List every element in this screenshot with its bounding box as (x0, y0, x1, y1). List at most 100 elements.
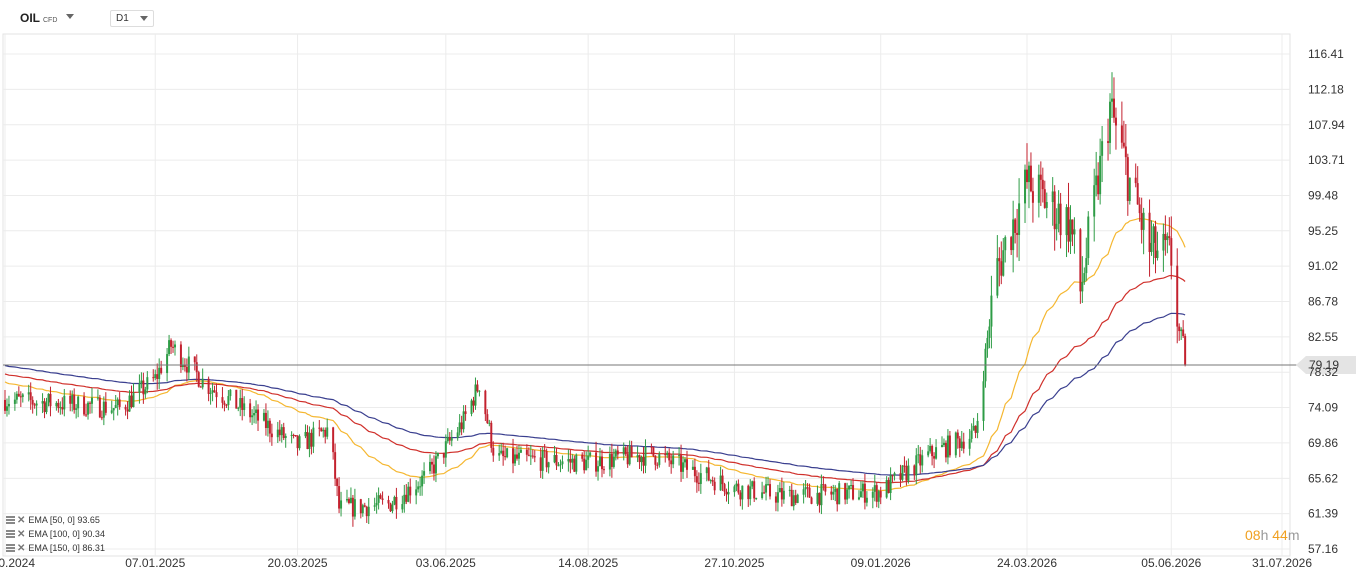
candle-body (630, 446, 633, 458)
candle-body (905, 465, 908, 481)
candle-body (638, 455, 641, 463)
legend-label: EMA [150, 0] 86.31 (28, 543, 105, 553)
candle-body (1138, 204, 1141, 214)
close-icon[interactable]: ✕ (17, 542, 26, 554)
candle-body (1083, 273, 1086, 283)
candle-body (933, 456, 936, 459)
candle-body (527, 454, 530, 456)
candle-body (114, 405, 117, 409)
candle-body (334, 452, 337, 479)
menu-icon[interactable] (6, 544, 15, 552)
candle-body (1079, 229, 1082, 292)
candle-body (347, 499, 350, 503)
x-tick-label: 27.10.2025 (704, 556, 764, 570)
chevron-down-icon[interactable] (66, 14, 74, 19)
close-icon[interactable]: ✕ (17, 528, 26, 540)
candle-body (656, 464, 659, 466)
candle-body (1134, 177, 1137, 184)
candle-body (824, 484, 827, 492)
candle-body (986, 337, 989, 349)
candle-body (270, 433, 273, 438)
candle-body (1097, 175, 1100, 195)
candle-body (1110, 98, 1113, 102)
countdown-minutes: 44 (1272, 527, 1288, 543)
candle-body (174, 344, 177, 348)
candle-body (822, 484, 825, 486)
candle-body (1025, 169, 1028, 183)
candle-body (1016, 232, 1019, 235)
candle-body (322, 429, 325, 432)
y-tick-label: 86.78 (1308, 295, 1338, 309)
candle-body (304, 432, 307, 437)
candle-body (723, 484, 726, 492)
candle-body (956, 432, 959, 439)
candle-body (1124, 146, 1127, 158)
legend-item-ema100: ✕ EMA [100, 0] 90.34 (6, 527, 105, 541)
candle-body (132, 392, 135, 408)
candle-body (429, 461, 432, 472)
candle-body (142, 380, 145, 395)
candle-body (806, 487, 809, 489)
candle-body (430, 461, 433, 465)
candle-body (1109, 101, 1112, 143)
candle-body (857, 497, 860, 500)
candle-body (942, 442, 945, 446)
candle-body (393, 496, 396, 505)
candle-body (788, 489, 791, 491)
symbol-name: OIL (20, 11, 40, 25)
candle-body (907, 465, 910, 481)
candle-body (769, 484, 772, 497)
candle-body (626, 454, 629, 465)
timeframe-value: D1 (116, 13, 129, 24)
candle-body (446, 437, 449, 442)
candle-body (255, 409, 258, 413)
candle-body (484, 390, 487, 415)
candle-body (557, 465, 560, 467)
candle-body (705, 467, 708, 474)
candle-body (476, 384, 479, 392)
candle-body (1002, 250, 1005, 276)
candle-body (156, 374, 159, 379)
candle-body (172, 346, 175, 348)
candle-body (306, 432, 309, 450)
candle-body (170, 340, 173, 347)
menu-icon[interactable] (6, 516, 15, 524)
candle-body (312, 427, 315, 447)
chart-toolbar: OIL CFD D1 (0, 0, 1368, 34)
y-tick-label: 99.48 (1308, 188, 1338, 202)
current-price-label: 79.19 (1309, 358, 1339, 372)
candle-body (583, 458, 586, 471)
candle-body (75, 408, 78, 410)
candle-body (727, 492, 730, 495)
candle-body (183, 365, 186, 367)
candle-body (201, 378, 204, 388)
candle-body (1170, 238, 1173, 266)
candle-body (490, 422, 493, 448)
candle-body (1073, 229, 1076, 235)
x-tick-label: 07.01.2025 (125, 556, 185, 570)
candle-body (1152, 226, 1155, 243)
candle-body (27, 392, 30, 395)
candle-body (442, 452, 445, 458)
candle-body (664, 454, 667, 456)
candle-body (282, 427, 285, 439)
candle-body (1162, 233, 1165, 251)
symbol-selector[interactable]: OIL CFD (20, 11, 57, 25)
candle-body (761, 492, 764, 498)
y-tick-label: 57.16 (1308, 542, 1338, 556)
candle-body (913, 465, 916, 476)
candle-body (531, 455, 534, 457)
candle-body (859, 491, 862, 498)
candle-body (622, 447, 625, 455)
menu-icon[interactable] (6, 530, 15, 538)
ema-lines (4, 217, 1186, 492)
candle-body (889, 475, 892, 493)
candle-body (838, 483, 841, 505)
candle-body (699, 473, 702, 484)
candle-body (381, 498, 384, 500)
timeframe-select[interactable]: D1 (110, 10, 154, 27)
candle-body (1029, 165, 1032, 192)
y-tick-label: 107.94 (1308, 118, 1345, 132)
close-icon[interactable]: ✕ (17, 514, 26, 526)
